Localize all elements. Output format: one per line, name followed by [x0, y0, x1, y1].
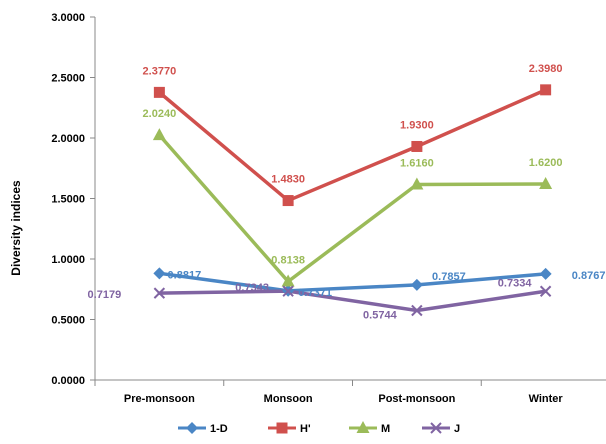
data-label: 1.6200: [529, 157, 563, 169]
data-label: 0.8817: [168, 269, 202, 281]
legend-item: H': [268, 422, 311, 435]
axes: [90, 16, 606, 386]
legend: 1-D H' M J: [178, 421, 460, 435]
data-label: 0.8767: [572, 270, 606, 282]
data-point: [153, 86, 165, 98]
y-tick-label: 2.0000: [51, 133, 85, 145]
data-point: [410, 278, 423, 291]
series-line: [157, 289, 548, 313]
data-label: 0.7179: [88, 289, 122, 301]
y-axis-label: Diversity indices: [9, 180, 23, 276]
x-tick-label: Pre-monsoon: [124, 393, 195, 405]
data-label: 1.4830: [271, 174, 305, 186]
data-label: 0.8138: [271, 255, 305, 267]
data-point: [282, 195, 294, 207]
data-label: 2.3980: [529, 63, 563, 75]
data-label: 0.5744: [363, 309, 398, 321]
y-tick-label: 0.0000: [51, 375, 85, 387]
legend-item: J: [422, 422, 460, 435]
data-label: 0.7371: [298, 287, 332, 299]
legend-item: 1-D: [178, 422, 228, 435]
legend-marker: [186, 422, 198, 434]
data-point: [281, 274, 295, 287]
legend-marker: [430, 422, 442, 434]
x-tick-label: Monsoon: [264, 393, 313, 405]
series-line: [157, 271, 548, 293]
data-point: [411, 140, 423, 152]
series-markers: [152, 84, 553, 317]
legend-marker: [276, 422, 288, 434]
series-line: [157, 133, 548, 284]
legend-item: M: [349, 421, 390, 435]
y-tick-label: 2.5000: [51, 73, 85, 85]
data-point: [540, 84, 552, 96]
y-tick-label: 0.5000: [51, 315, 85, 327]
y-tick-label: 1.0000: [51, 254, 85, 266]
data-point: [153, 287, 166, 299]
y-tick-label: 3.0000: [51, 12, 85, 24]
data-point: [153, 267, 166, 280]
data-label: 2.3770: [143, 65, 177, 77]
legend-label: M: [381, 423, 390, 435]
y-tick-label: 1.5000: [51, 194, 85, 206]
data-label: 0.7334: [498, 277, 533, 289]
data-label: 1.9300: [400, 119, 434, 131]
data-label: 0.7857: [432, 271, 466, 283]
x-tick-labels: Pre-monsoon Monsoon Post-monsoon Winter: [124, 393, 563, 405]
data-label: 1.6160: [400, 157, 434, 169]
data-labels: 0.8817 0.7371 0.7857 0.8767 2.3770 1.4830 1.93…: [88, 63, 606, 322]
y-tick-labels: 0.0000 0.5000 1.0000 1.5000 2.0000 2.5000 3.00…: [51, 12, 85, 387]
data-point: [282, 285, 294, 297]
series-line: [157, 88, 548, 203]
x-tick-label: Post-monsoon: [378, 393, 455, 405]
legend-label: J: [454, 423, 460, 435]
data-point: [411, 304, 423, 317]
data-label: 0.7343: [235, 282, 269, 294]
series-lines: [157, 88, 548, 313]
legend-marker: [356, 421, 370, 433]
data-point: [539, 267, 552, 280]
data-point: [539, 176, 553, 189]
x-tick-label: Winter: [529, 393, 564, 405]
data-point: [539, 285, 552, 297]
data-point: [410, 177, 424, 190]
data-label: 2.0240: [143, 108, 177, 120]
data-point: [152, 128, 166, 141]
legend-label: 1-D: [210, 423, 228, 435]
legend-label: H': [300, 423, 311, 435]
